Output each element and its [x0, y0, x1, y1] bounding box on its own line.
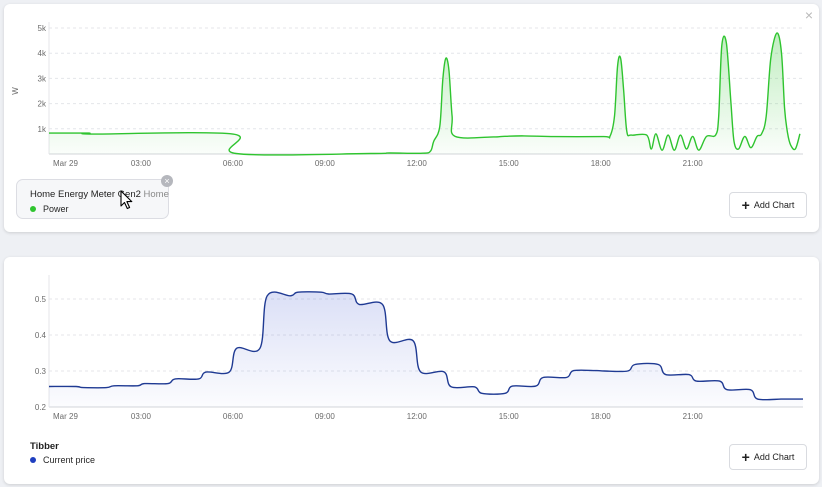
y-tick-label: 2k	[38, 100, 47, 109]
y-tick-label: 3k	[38, 74, 47, 83]
y-tick-label: 5k	[38, 24, 47, 33]
series-label: Current price	[43, 455, 96, 465]
x-tick-label: 21:00	[683, 412, 704, 421]
series-line	[48, 32, 801, 156]
add-chart-button[interactable]: + Add Chart	[729, 444, 807, 470]
price-chart: 0.2 0.3 0.4 0.5 Mar 29 03:00 06:00 09:00 12:00 15…	[35, 275, 803, 421]
legend-chip-energy-meter[interactable]: Home Energy Meter Gen2 Home Power ×	[16, 175, 173, 219]
y-tick-label: 0.5	[35, 295, 47, 304]
legend-series-power: Power	[30, 204, 69, 214]
legend-series-price: Current price	[30, 455, 95, 465]
device-name: Home Energy Meter Gen2	[30, 189, 141, 200]
x-tick-label: 06:00	[223, 412, 244, 421]
series-label: Power	[43, 204, 69, 214]
y-tick-label: 0.2	[35, 403, 47, 412]
x-tick-label: 09:00	[315, 159, 336, 168]
x-tick-label: Mar 29	[53, 159, 78, 168]
x-tick-label: 21:00	[683, 159, 704, 168]
series-area	[49, 291, 803, 407]
legend-tibber: Tibber Current price	[30, 441, 95, 465]
x-tick-label: 12:00	[407, 159, 428, 168]
plus-icon: +	[741, 449, 750, 465]
close-icon[interactable]: ×	[804, 7, 813, 23]
legend-title: Home Energy Meter Gen2 Home	[30, 189, 169, 200]
remove-icon[interactable]: ×	[161, 175, 173, 187]
x-tick-label: 18:00	[591, 412, 612, 421]
add-chart-label: Add Chart	[753, 452, 795, 462]
provider-name: Tibber	[30, 441, 59, 452]
y-tick-label: 0.3	[35, 367, 47, 376]
mouse-cursor-icon	[120, 190, 133, 210]
energy-chart-card: 1k 2k 3k 4k 5k Mar 29 03:00 06:00 09:00 12:00 15:0…	[4, 4, 819, 232]
series-line	[48, 291, 803, 401]
energy-chart: 1k 2k 3k 4k 5k Mar 29 03:00 06:00 09:00 12:00 15:0…	[11, 22, 803, 168]
y-tick-label: 1k	[38, 125, 47, 134]
blue-dot-icon	[30, 457, 36, 463]
x-tick-label: 12:00	[407, 412, 428, 421]
x-tick-label: 09:00	[315, 412, 336, 421]
x-tick-label: Mar 29	[53, 412, 78, 421]
plus-icon: +	[741, 197, 750, 213]
y-tick-label: 4k	[38, 49, 47, 58]
x-tick-label: 03:00	[131, 412, 152, 421]
y-tick-label: 0.4	[35, 331, 47, 340]
x-tick-label: 15:00	[499, 159, 520, 168]
price-chart-card: 0.2 0.3 0.4 0.5 Mar 29 03:00 06:00 09:00 12:00 15…	[4, 257, 819, 484]
series-area	[49, 32, 800, 155]
add-chart-label: Add Chart	[753, 200, 795, 210]
x-tick-label: 03:00	[131, 159, 152, 168]
y-axis-label: W	[11, 87, 20, 95]
x-tick-label: 18:00	[591, 159, 612, 168]
add-chart-button[interactable]: + Add Chart	[729, 192, 807, 218]
x-tick-label: 06:00	[223, 159, 244, 168]
room-name: Home	[143, 189, 169, 200]
x-tick-label: 15:00	[499, 412, 520, 421]
green-dot-icon	[30, 206, 36, 212]
